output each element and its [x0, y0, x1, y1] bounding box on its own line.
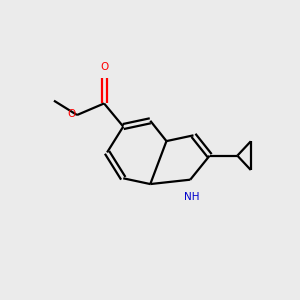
- Text: O: O: [100, 62, 108, 72]
- Text: O: O: [68, 109, 76, 119]
- Text: NH: NH: [184, 192, 199, 203]
